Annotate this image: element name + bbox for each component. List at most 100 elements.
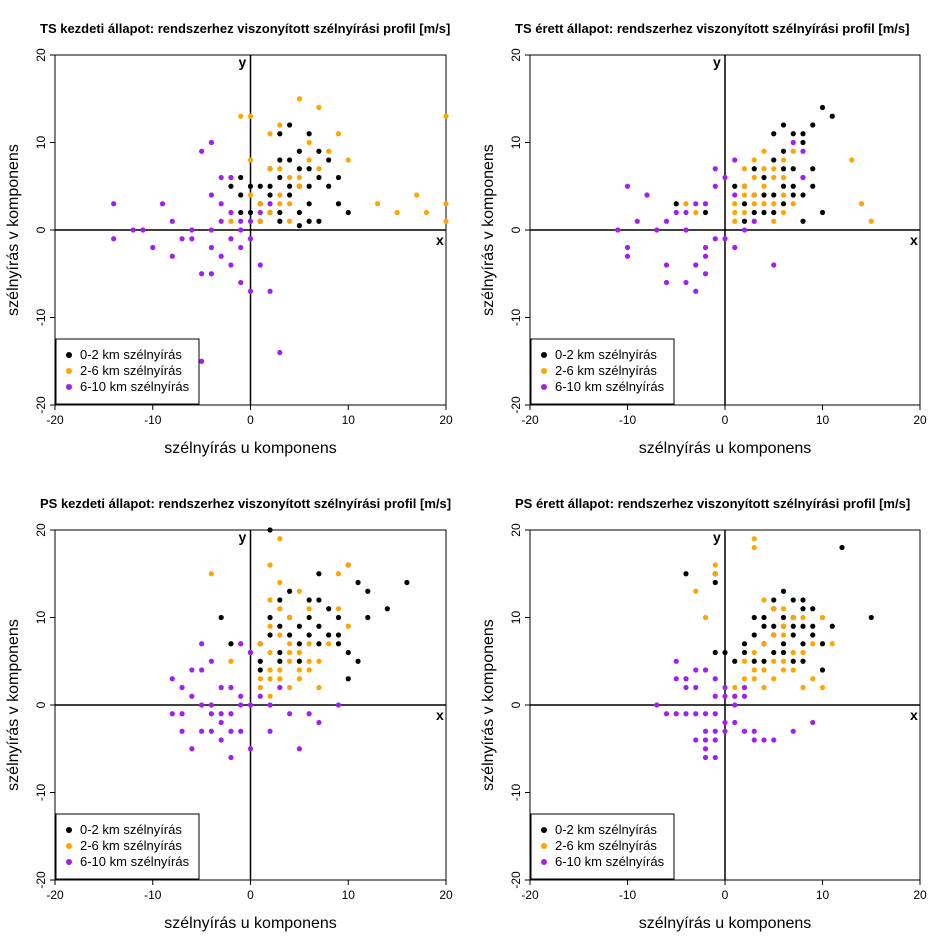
data-point bbox=[741, 218, 748, 224]
data-point bbox=[780, 174, 787, 181]
data-point bbox=[296, 649, 302, 656]
data-point bbox=[780, 166, 787, 172]
data-point bbox=[800, 218, 806, 224]
data-point bbox=[316, 218, 322, 224]
data-point bbox=[790, 201, 796, 207]
data-point bbox=[247, 649, 254, 656]
x-tick-label: 0 bbox=[247, 888, 254, 902]
legend-label: 0-2 km szélnyírás bbox=[555, 347, 657, 362]
data-point bbox=[326, 157, 332, 163]
data-point bbox=[810, 676, 816, 682]
data-point bbox=[800, 649, 806, 656]
data-point bbox=[228, 183, 234, 189]
y-tick-label: 20 bbox=[509, 523, 523, 537]
legend-label: 2-6 km szélnyírás bbox=[555, 363, 657, 378]
x-tick-label: 20 bbox=[439, 413, 453, 427]
data-point bbox=[790, 166, 796, 172]
data-point bbox=[722, 719, 728, 726]
data-point bbox=[238, 728, 244, 734]
data-point bbox=[189, 693, 195, 699]
data-point bbox=[761, 192, 767, 198]
data-point bbox=[761, 684, 767, 691]
data-point bbox=[316, 148, 322, 154]
data-point bbox=[267, 597, 273, 603]
x-tick-label: -10 bbox=[144, 888, 162, 902]
data-point bbox=[858, 201, 865, 207]
y-tick-label: 10 bbox=[509, 136, 523, 150]
data-point bbox=[693, 711, 699, 717]
data-point bbox=[712, 693, 718, 699]
data-point bbox=[751, 544, 757, 551]
data-point bbox=[287, 174, 293, 181]
data-point bbox=[306, 597, 312, 603]
data-point bbox=[257, 641, 263, 647]
data-point bbox=[751, 201, 757, 207]
data-point bbox=[306, 166, 312, 172]
data-point bbox=[326, 632, 332, 638]
data-point bbox=[771, 632, 777, 638]
data-point bbox=[199, 148, 205, 154]
data-point bbox=[277, 157, 283, 163]
data-point bbox=[208, 192, 214, 198]
data-point bbox=[819, 684, 826, 691]
data-point bbox=[296, 209, 302, 216]
data-point bbox=[306, 183, 312, 189]
data-point bbox=[780, 148, 787, 154]
data-point bbox=[741, 658, 748, 664]
data-point bbox=[306, 131, 312, 137]
data-point bbox=[335, 201, 342, 207]
data-point bbox=[150, 244, 156, 251]
data-point bbox=[335, 174, 342, 181]
x-tick-label: -20 bbox=[46, 413, 64, 427]
data-point bbox=[316, 719, 322, 726]
legend-label: 0-2 km szélnyírás bbox=[80, 347, 182, 362]
y-tick-label: -10 bbox=[509, 784, 523, 802]
data-point bbox=[277, 684, 283, 691]
data-point bbox=[218, 719, 224, 726]
data-point bbox=[751, 536, 757, 542]
y-tick-label: 0 bbox=[509, 701, 523, 708]
data-point bbox=[780, 588, 787, 594]
x-axis-letter: x bbox=[436, 707, 444, 723]
legend-marker bbox=[66, 352, 72, 358]
data-point bbox=[771, 209, 777, 216]
data-point bbox=[800, 684, 806, 691]
data-point bbox=[732, 218, 738, 224]
data-point bbox=[732, 244, 738, 251]
data-point bbox=[790, 614, 796, 621]
data-point bbox=[771, 597, 777, 603]
data-point bbox=[790, 623, 796, 629]
legend-marker bbox=[66, 368, 72, 374]
data-point bbox=[111, 236, 117, 242]
data-point bbox=[267, 702, 273, 708]
data-point bbox=[800, 614, 806, 621]
data-point bbox=[800, 139, 806, 146]
data-point bbox=[199, 728, 205, 734]
data-point bbox=[702, 271, 709, 277]
data-point bbox=[751, 649, 757, 656]
data-point bbox=[624, 183, 631, 189]
data-point bbox=[790, 667, 796, 673]
data-point bbox=[771, 131, 777, 137]
data-point bbox=[702, 253, 709, 259]
x-tick-label: 0 bbox=[247, 413, 254, 427]
legend-label: 6-10 km szélnyírás bbox=[80, 379, 190, 394]
data-point bbox=[345, 649, 351, 656]
data-point bbox=[683, 571, 689, 577]
data-point bbox=[741, 649, 748, 656]
data-point bbox=[247, 746, 254, 752]
data-point bbox=[702, 746, 709, 752]
y-tick-label: 10 bbox=[509, 611, 523, 625]
data-point bbox=[771, 262, 777, 268]
y-tick-label: -10 bbox=[34, 784, 48, 802]
data-point bbox=[780, 183, 787, 189]
legend-label: 2-6 km szélnyírás bbox=[80, 838, 182, 853]
x-tick-label: 20 bbox=[439, 888, 453, 902]
data-point bbox=[780, 157, 787, 163]
data-point bbox=[673, 201, 679, 207]
data-point bbox=[839, 544, 845, 551]
y-axis-label: szélnyírás v komponens bbox=[480, 619, 497, 791]
data-point bbox=[819, 667, 826, 673]
data-point bbox=[296, 623, 302, 629]
